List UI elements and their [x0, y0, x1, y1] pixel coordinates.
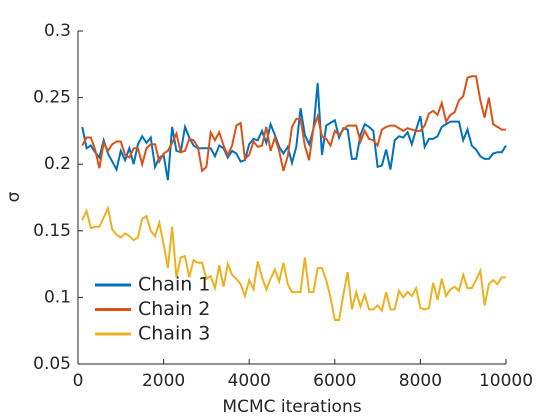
y-tick-label: 0.15 — [33, 221, 71, 241]
y-tick-label: 0.3 — [44, 21, 71, 41]
legend-label: Chain 1 — [138, 274, 210, 296]
y-tick-label: 0.2 — [44, 154, 71, 174]
line-series — [81, 82, 507, 181]
x-tick-label: 6000 — [313, 371, 356, 391]
x-tick-label: 2000 — [142, 371, 185, 391]
line-series — [81, 204, 506, 322]
line-series — [81, 75, 506, 173]
x-tick-label: 8000 — [399, 371, 442, 391]
y-tick-label: 0.25 — [33, 88, 71, 108]
legend-label: Chain 2 — [138, 298, 210, 320]
y-tick-label: 0.05 — [33, 354, 71, 374]
x-tick-label: 4000 — [228, 371, 271, 391]
x-tick-label: 0 — [73, 371, 84, 391]
y-tick-label: 0.1 — [44, 287, 71, 307]
y-axis-label: σ — [4, 191, 24, 202]
legend-label: Chain 3 — [138, 323, 210, 345]
x-tick-label: 10000 — [479, 371, 533, 391]
x-axis-label: MCMC iterations — [222, 397, 361, 417]
